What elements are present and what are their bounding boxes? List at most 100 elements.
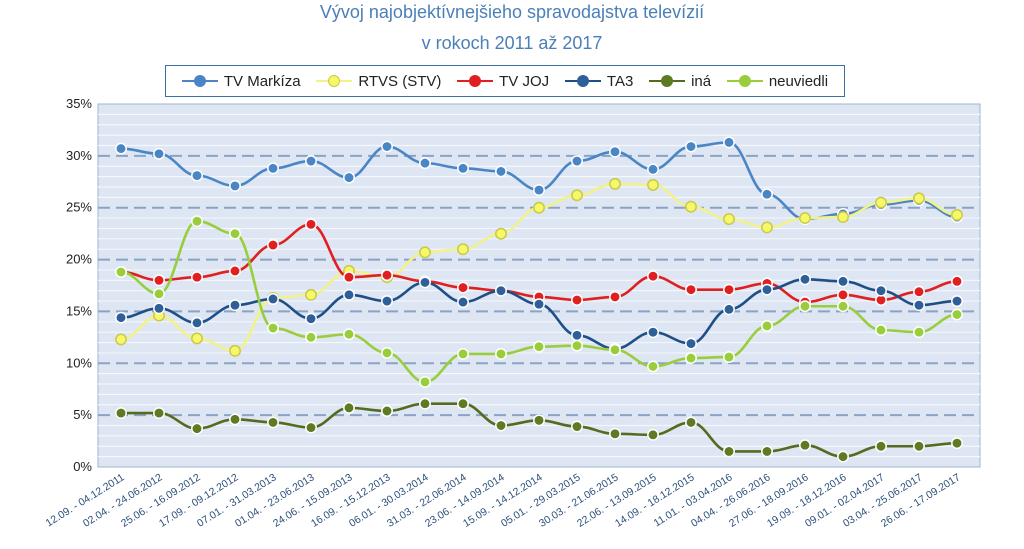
data-point [153, 302, 165, 315]
data-point [305, 331, 317, 344]
legend-swatch-icon [564, 75, 601, 87]
legend-swatch-icon [181, 75, 218, 87]
data-point [723, 351, 735, 364]
data-point [343, 271, 355, 284]
data-point [761, 221, 773, 234]
data-point [457, 281, 469, 294]
data-point [951, 275, 963, 288]
data-point [571, 420, 583, 433]
data-point [533, 414, 545, 427]
data-point [495, 165, 507, 178]
data-point [913, 192, 925, 205]
data-point [343, 401, 355, 414]
data-point [609, 177, 621, 190]
data-point [229, 179, 241, 192]
data-point [305, 218, 317, 231]
y-tick-label: 5% [73, 407, 92, 422]
data-point [533, 201, 545, 214]
data-point [457, 397, 469, 410]
data-point [647, 178, 659, 191]
data-point [571, 189, 583, 202]
data-point [115, 266, 127, 278]
legend-item: TA3 [564, 72, 634, 90]
data-point [609, 290, 621, 303]
data-point [609, 145, 621, 158]
legend: TV Markíza RTVS (STV) TV JOJ TA3 iná neuviedl… [165, 65, 845, 97]
legend-swatch-icon [726, 75, 763, 87]
data-point [381, 405, 393, 417]
data-point [685, 352, 697, 365]
data-point [875, 196, 887, 209]
data-point [457, 243, 469, 256]
data-point [951, 209, 963, 221]
data-point [533, 340, 545, 353]
data-point [533, 184, 545, 197]
data-point [647, 270, 659, 283]
data-point [685, 416, 697, 429]
data-point [571, 339, 583, 352]
data-point [913, 440, 925, 453]
data-point [875, 440, 887, 453]
data-point [837, 450, 849, 463]
series-4 [115, 397, 963, 463]
data-point [951, 308, 963, 321]
data-point [951, 295, 963, 308]
data-point [267, 162, 279, 175]
data-point [723, 303, 735, 316]
legend-label: iná [691, 72, 712, 90]
data-point [723, 136, 735, 149]
data-point [799, 212, 811, 225]
data-point [609, 427, 621, 440]
data-point [305, 312, 317, 325]
y-tick-label: 15% [66, 303, 92, 318]
plot-background [97, 103, 981, 468]
legend-label: TV JOJ [499, 72, 550, 90]
data-point [685, 337, 697, 350]
data-point [913, 299, 925, 312]
data-point [115, 333, 127, 346]
data-point [343, 328, 355, 341]
data-point [571, 155, 583, 167]
data-point [153, 147, 165, 160]
data-point [191, 332, 203, 345]
y-tick-label: 0% [73, 459, 92, 474]
data-point [381, 346, 393, 359]
data-point [495, 227, 507, 240]
legend-label: RTVS (STV) [358, 72, 442, 90]
data-point [153, 407, 165, 420]
data-point [951, 437, 963, 450]
data-point [267, 416, 279, 429]
legend-swatch-icon [316, 75, 353, 87]
data-point [153, 287, 165, 300]
chart-title: Vývoj najobjektívnejšieho spravodajstva … [319, 2, 705, 22]
data-point [191, 169, 203, 182]
series-5 [115, 215, 963, 388]
data-point [647, 360, 659, 373]
legend-label: TA3 [606, 72, 634, 90]
data-point [191, 422, 203, 435]
data-point [723, 283, 735, 296]
data-point [305, 421, 317, 434]
data-point [381, 140, 393, 153]
y-tick-label: 35% [66, 96, 92, 111]
data-point [571, 329, 583, 342]
data-point [685, 200, 697, 213]
legend-label: neuviedli [768, 72, 829, 90]
data-point [419, 157, 431, 170]
legend-label: TV Markíza [223, 72, 301, 90]
data-point [647, 163, 659, 176]
data-point [837, 300, 849, 313]
legend-swatch-icon [649, 75, 686, 87]
data-point [723, 213, 735, 226]
data-point [609, 343, 621, 356]
data-point [571, 294, 583, 306]
data-point [495, 284, 507, 297]
data-point [229, 299, 241, 312]
data-point [457, 162, 469, 175]
legend-item: neuviedli [726, 72, 829, 90]
data-point [837, 275, 849, 288]
data-point [685, 283, 697, 296]
